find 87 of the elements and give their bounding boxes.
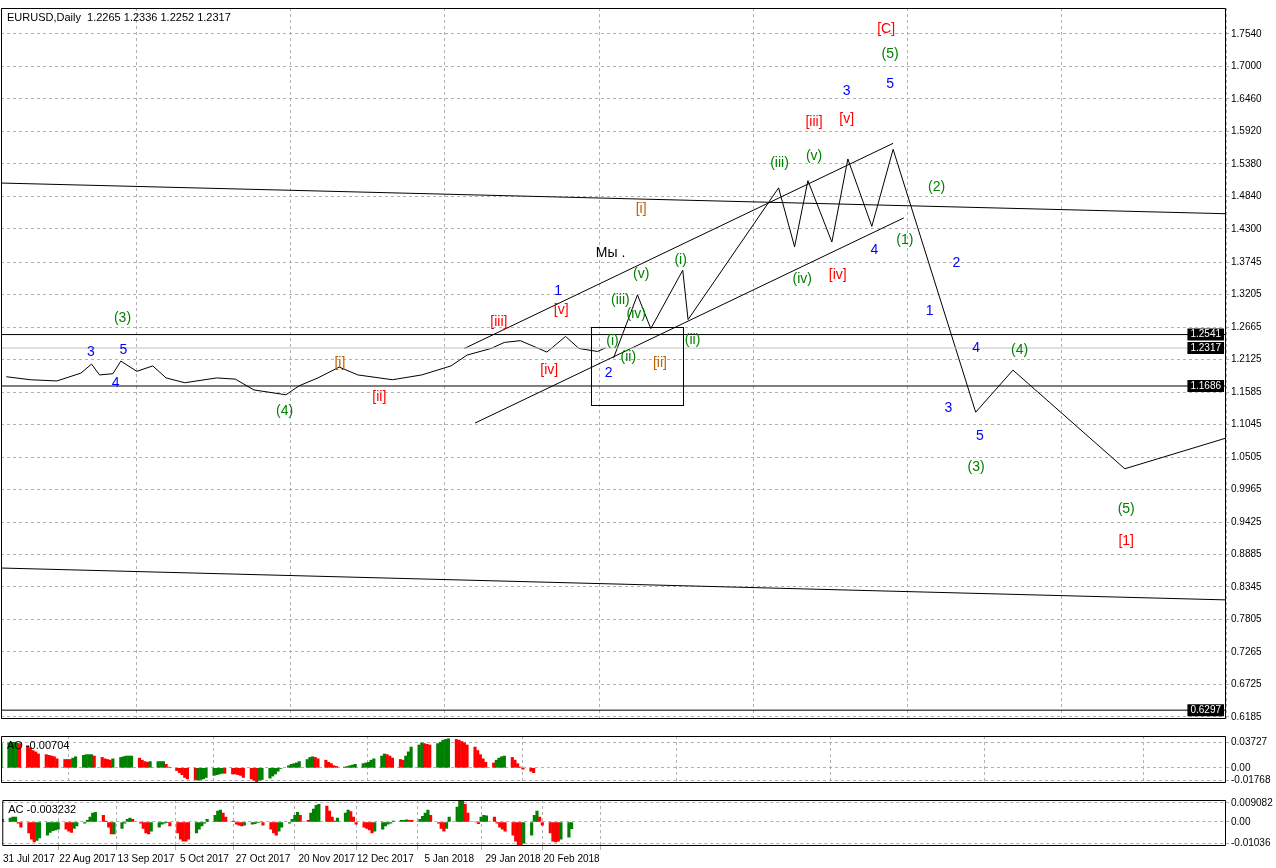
y-tick-label: -0.01768 <box>1231 773 1271 785</box>
y-tick-label: 0.6185 <box>1231 710 1263 722</box>
x-tick-label: 27 Oct 2017 <box>235 852 291 864</box>
annotation: 4 <box>111 374 120 391</box>
annotation: (i) <box>674 250 687 267</box>
ref-line-label: 1.2317 <box>1190 341 1222 353</box>
annotation: [i] <box>334 354 346 371</box>
x-tick-label: 13 Sep 2017 <box>117 852 175 864</box>
annotation: (3) <box>967 457 985 474</box>
annotation: 1 <box>925 302 934 319</box>
y-tick-label: 0.9425 <box>1231 515 1263 527</box>
x-tick-label: 22 Aug 2017 <box>59 852 116 864</box>
annotation: [v] <box>839 110 855 127</box>
chart-title: EURUSD,Daily 1.2265 1.2336 1.2252 1.2317 <box>7 10 231 23</box>
annotation: 5 <box>976 427 985 444</box>
x-tick-label: 5 Oct 2017 <box>179 852 230 864</box>
y-tick-label: 0.00 <box>1231 815 1251 827</box>
annotation: [C] <box>877 19 896 36</box>
annotation: [v] <box>553 301 569 318</box>
annotation: 2 <box>604 364 613 381</box>
ref-line-label: 1.1686 <box>1190 379 1222 391</box>
annotation: 5 <box>886 74 895 91</box>
y-tick-label: 1.2125 <box>1231 353 1263 365</box>
annotation: (i) <box>606 331 619 348</box>
y-tick-label: 0.00 <box>1231 761 1251 773</box>
annotation: (4) <box>275 401 294 418</box>
annotation: 4 <box>870 241 879 258</box>
y-tick-label: 1.7000 <box>1231 60 1263 72</box>
y-tick-label: 0.7265 <box>1231 645 1263 657</box>
annotation: (5) <box>881 45 899 62</box>
y-tick-label: 0.7805 <box>1231 613 1263 625</box>
annotation: 3 <box>842 81 851 98</box>
y-tick-label: 1.1585 <box>1231 385 1263 397</box>
annotation: [iii] <box>490 313 508 329</box>
y-tick-label: 1.2665 <box>1231 320 1263 332</box>
annotation: (ii) <box>620 348 637 365</box>
x-tick-label: 5 Jan 2018 <box>424 852 475 864</box>
annotation: 5 <box>119 340 128 357</box>
y-tick-label: 1.7540 <box>1231 27 1263 39</box>
annotation: (iv) <box>792 269 812 286</box>
annotation: [iv] <box>828 265 847 282</box>
y-tick-label: 0.009082 <box>1231 796 1274 808</box>
annotation: (iii) <box>611 291 630 308</box>
x-tick-label: 12 Dec 2017 <box>356 852 415 864</box>
annotation: 3 <box>944 398 953 415</box>
annotation: (5) <box>1117 500 1135 517</box>
x-tick-label: 31 Jul 2017 <box>3 852 56 864</box>
chart-title: AC -0.003232 <box>8 802 77 815</box>
y-tick-label: 1.4300 <box>1231 222 1263 234</box>
y-tick-label: 1.5380 <box>1231 157 1263 169</box>
annotation: (4) <box>1010 340 1029 357</box>
annotation: [i] <box>635 199 647 216</box>
x-tick-label: 20 Feb 2018 <box>543 852 601 864</box>
annotation: (1) <box>896 231 914 248</box>
annotation: (2) <box>927 178 946 195</box>
y-tick-label: 1.1045 <box>1231 418 1263 430</box>
y-tick-label: 0.8345 <box>1231 580 1263 592</box>
annotation: 3 <box>87 342 95 359</box>
y-tick-label: 1.4840 <box>1231 190 1263 202</box>
annotation: 4 <box>972 338 981 355</box>
annotation: (3) <box>113 309 132 326</box>
y-tick-label: 0.03727 <box>1231 735 1268 747</box>
annotation: [ii] <box>372 387 387 404</box>
annotation: 1 <box>554 282 563 299</box>
y-tick-label: 1.3745 <box>1231 255 1263 267</box>
y-tick-label: 0.9965 <box>1231 483 1263 495</box>
annotation: (ii) <box>684 330 701 347</box>
ref-line-label: 0.6297 <box>1190 703 1222 715</box>
annotation: Мы . <box>595 244 626 261</box>
y-tick-label: 0.8885 <box>1231 548 1263 560</box>
annotation: (iii) <box>770 154 789 171</box>
annotation: [ii] <box>652 354 667 371</box>
y-tick-label: 1.5920 <box>1231 125 1263 137</box>
annotation: [1] <box>1118 531 1135 548</box>
y-tick-label: 1.6460 <box>1231 92 1263 104</box>
annotation: 2 <box>952 253 961 270</box>
annotation: (v) <box>805 146 823 163</box>
x-tick-label: 20 Nov 2017 <box>298 852 356 864</box>
y-tick-label: 1.3205 <box>1231 288 1263 300</box>
annotation: [iii] <box>805 113 823 130</box>
y-tick-label: -0.01036 <box>1231 837 1271 849</box>
annotation: (v) <box>633 264 650 281</box>
y-tick-label: 0.6725 <box>1231 678 1263 690</box>
y-tick-label: 1.0505 <box>1231 450 1263 462</box>
annotation: [iv] <box>540 361 559 378</box>
ref-line-label: 1.2541 <box>1190 328 1222 340</box>
x-tick-label: 29 Jan 2018 <box>485 852 541 864</box>
